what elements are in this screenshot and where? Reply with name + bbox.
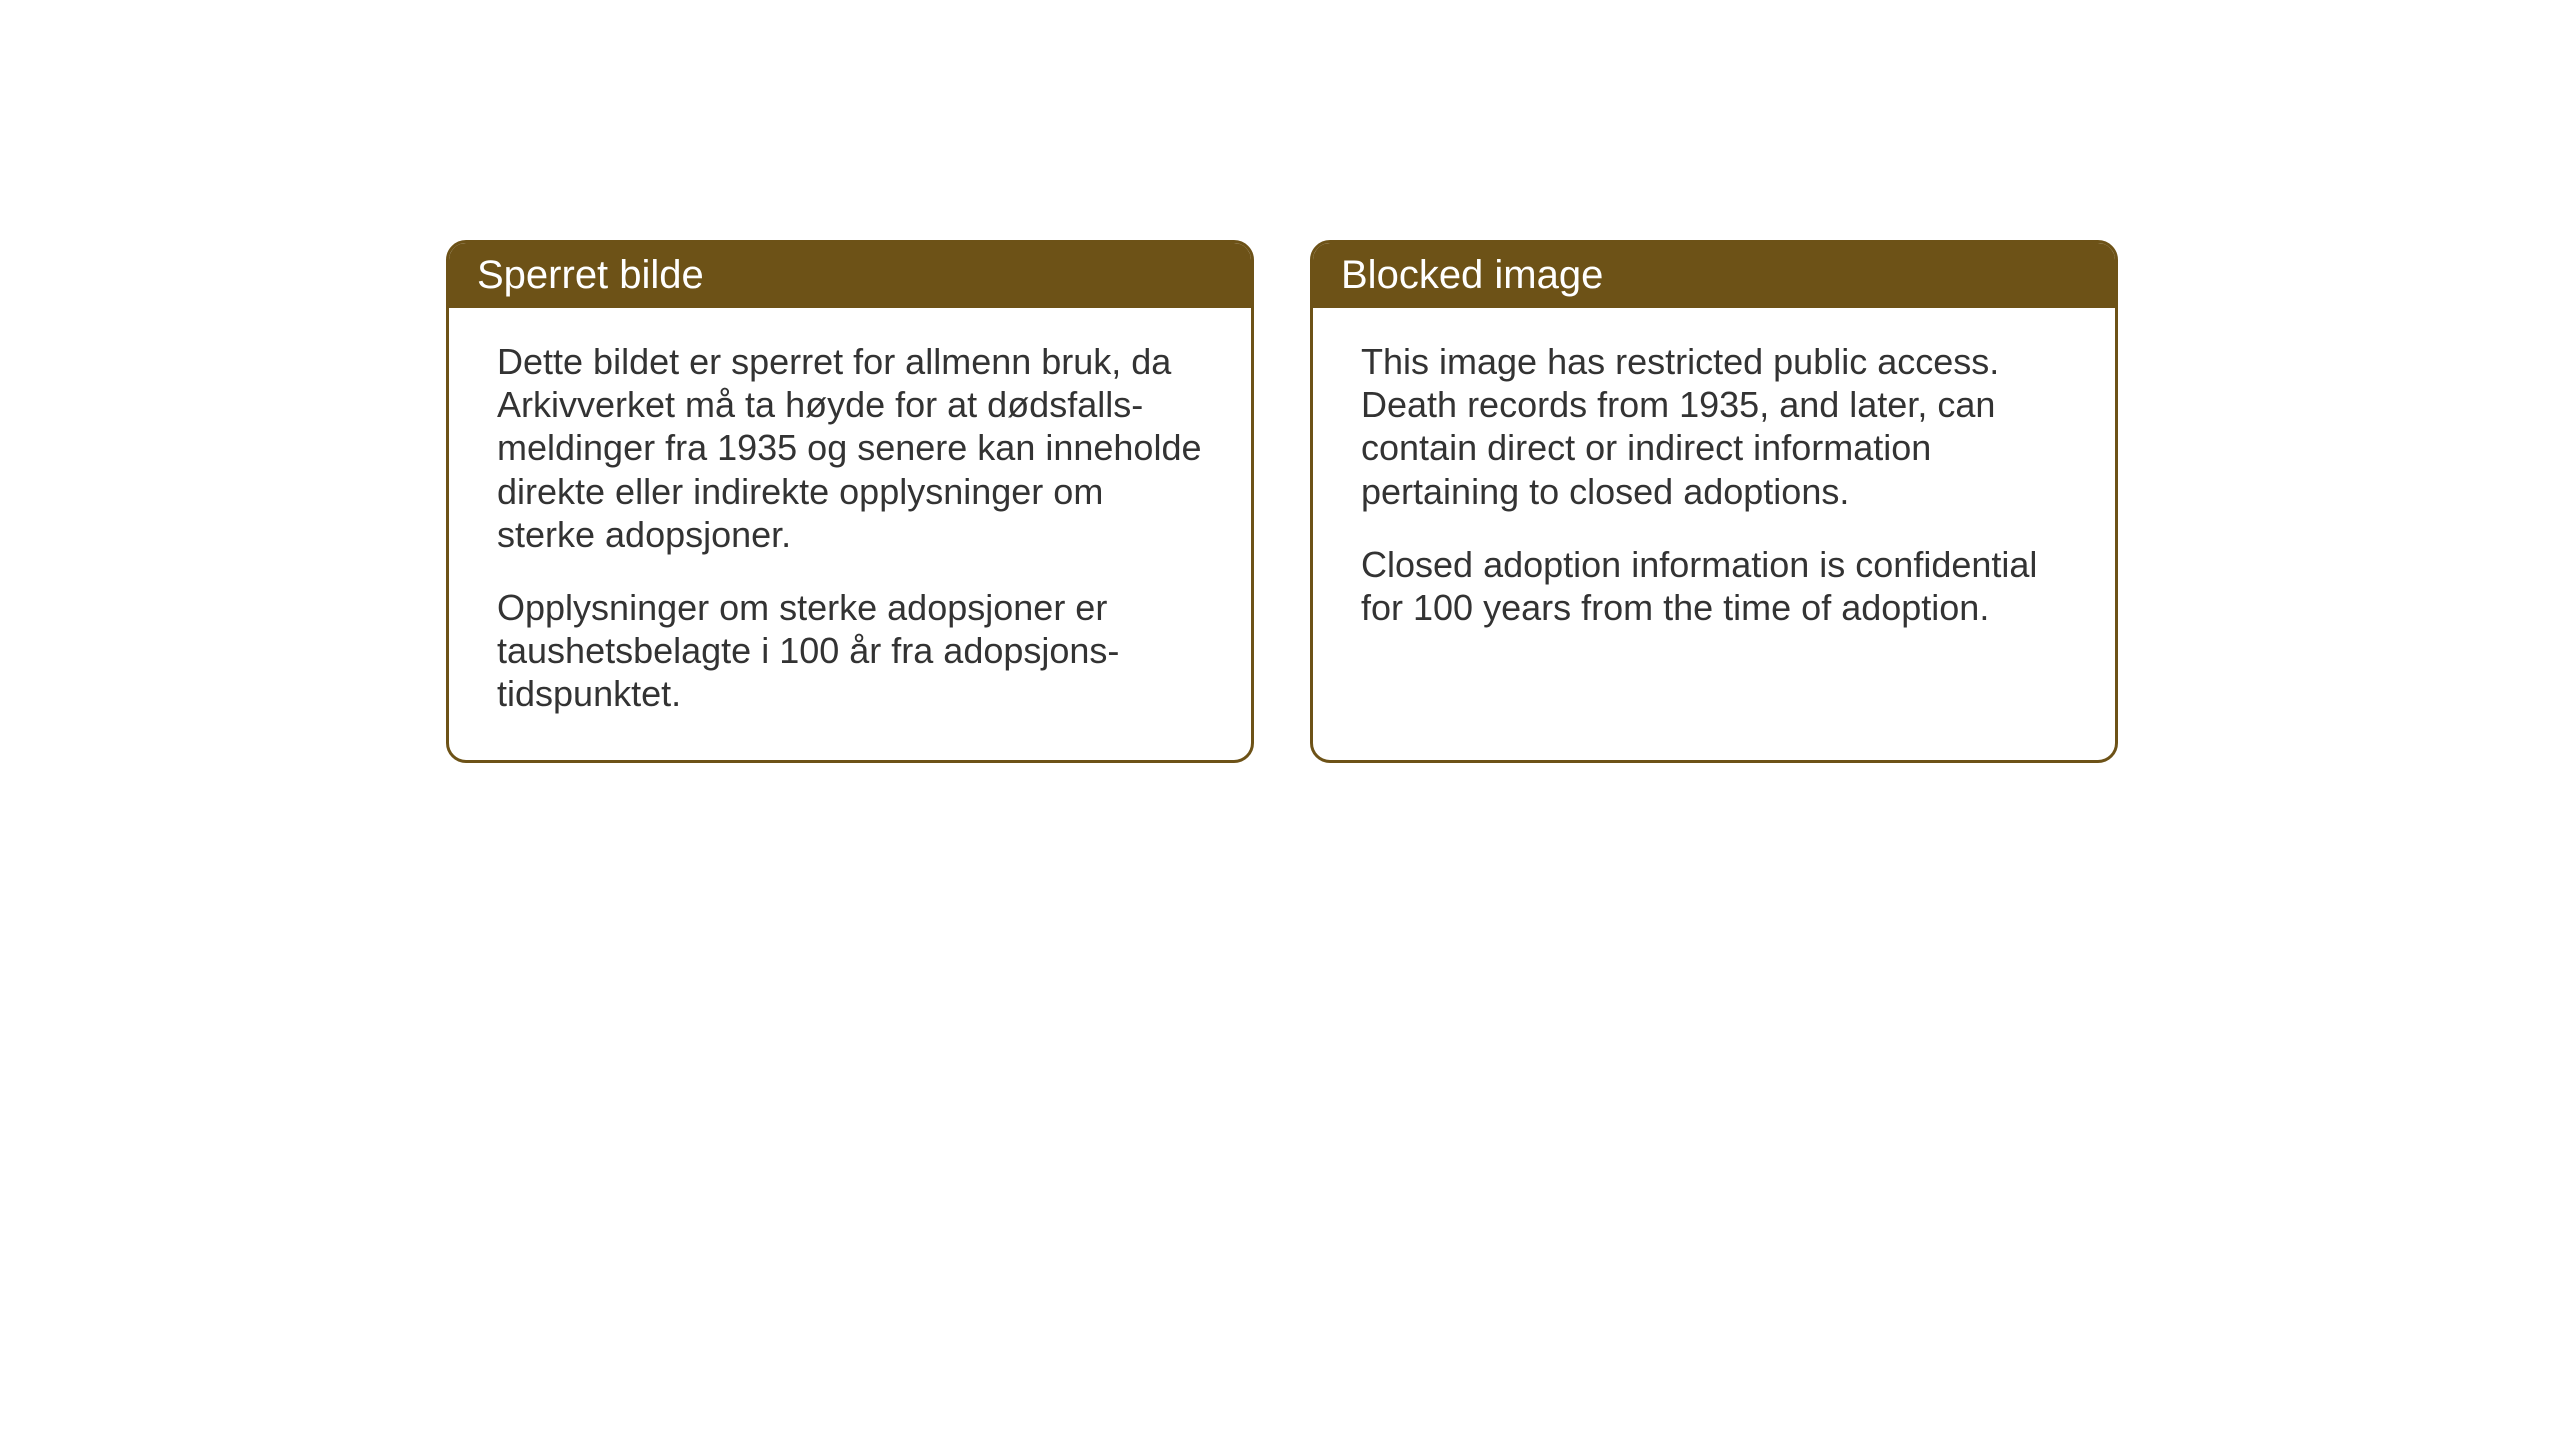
notice-container: Sperret bilde Dette bildet er sperret fo… [446, 240, 2118, 763]
card-body-norwegian: Dette bildet er sperret for allmenn bruk… [449, 308, 1251, 760]
card-header-english: Blocked image [1313, 243, 2115, 308]
card-header-norwegian: Sperret bilde [449, 243, 1251, 308]
card-paragraph-1-english: This image has restricted public access.… [1361, 340, 2067, 513]
card-title-english: Blocked image [1341, 253, 1603, 297]
card-paragraph-1-norwegian: Dette bildet er sperret for allmenn bruk… [497, 340, 1203, 556]
notice-card-english: Blocked image This image has restricted … [1310, 240, 2118, 763]
card-paragraph-2-norwegian: Opplysninger om sterke adopsjoner er tau… [497, 586, 1203, 716]
card-paragraph-2-english: Closed adoption information is confident… [1361, 543, 2067, 629]
notice-card-norwegian: Sperret bilde Dette bildet er sperret fo… [446, 240, 1254, 763]
card-title-norwegian: Sperret bilde [477, 253, 704, 297]
card-body-english: This image has restricted public access.… [1313, 308, 2115, 673]
